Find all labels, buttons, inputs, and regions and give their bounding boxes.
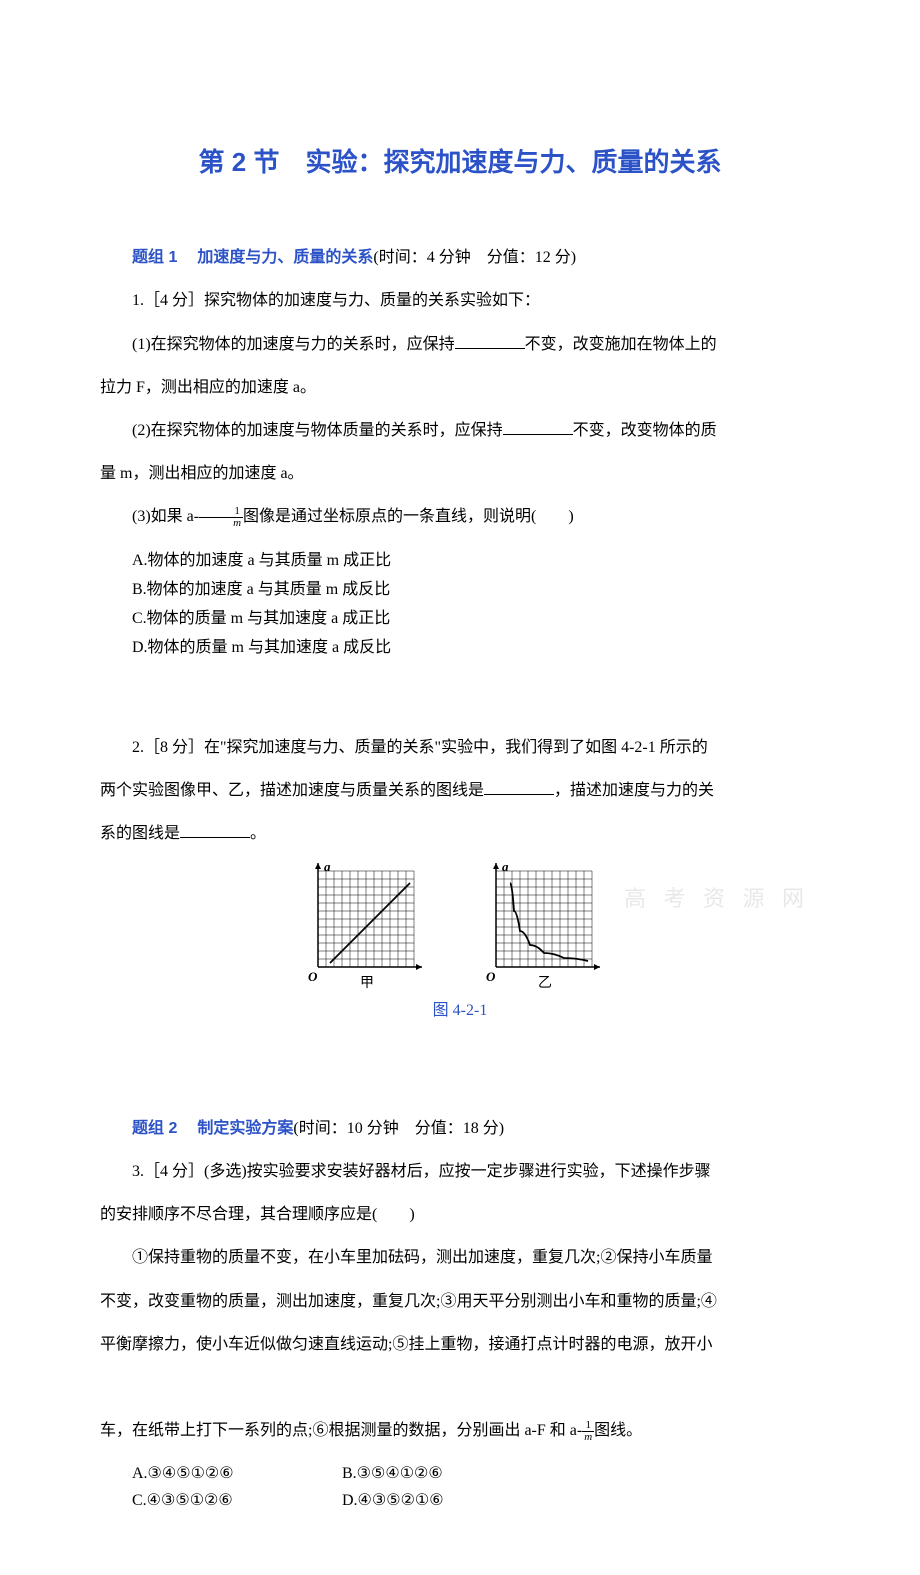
option-c[interactable]: C.物体的质量 m 与其加速度 a 成正比 [132,605,820,632]
chart-right: a O 乙 [484,863,614,993]
blank-input[interactable] [455,332,525,349]
group1-meta: (时间：4 分钟 分值：12 分) [373,249,576,266]
q1-p2b: 量 m，测出相应的加速度 a。 [100,460,820,487]
group2-header: 题组 2 制定实验方案(时间：10 分钟 分值：18 分) [100,1115,820,1142]
chart-left: a O 甲 [306,863,436,993]
fraction-icon: 1m [199,506,243,529]
group1-title [181,249,197,266]
blank-input[interactable] [503,418,573,435]
option-b[interactable]: B.③⑤④①②⑥ [342,1460,552,1487]
option-d[interactable]: D.④③⑤②①⑥ [342,1487,552,1514]
q3-body3: 平衡摩擦力，使小车近似做匀速直线运动;⑤挂上重物，接通打点计时器的电源，放开小 [100,1331,820,1358]
svg-text:a: a [502,863,509,874]
figure-caption: 图 4-2-1 [100,997,820,1024]
group1-header: 题组 1 加速度与力、质量的关系(时间：4 分钟 分值：12 分) [100,244,820,271]
q1-options: A.物体的加速度 a 与其质量 m 成正比 B.物体的加速度 a 与其质量 m … [132,547,820,662]
q2-line1: 2.［8 分］在"探究加速度与力、质量的关系"实验中，我们得到了如图 4-2-1… [100,734,820,761]
q2-line2: 两个实验图像甲、乙，描述加速度与质量关系的图线是，描述加速度与力的关 [100,777,820,804]
q2-line3: 系的图线是。 [100,820,820,847]
q1-p3: (3)如果 a-1m图像是通过坐标原点的一条直线，则说明( ) [100,503,820,530]
blank-input[interactable] [484,778,554,795]
svg-text:a: a [324,863,331,874]
svg-text:O: O [486,969,496,984]
svg-text:甲: 甲 [360,976,374,991]
option-b[interactable]: B.物体的加速度 a 与其质量 m 成反比 [132,576,820,603]
q3-body4: 车，在纸带上打下一系列的点;⑥根据测量的数据，分别画出 a-F 和 a-1m图线… [100,1417,820,1444]
option-a[interactable]: A.③④⑤①②⑥ [132,1460,342,1487]
svg-text:乙: 乙 [538,975,552,991]
q1-p1: (1)在探究物体的加速度与力的关系时，应保持不变，改变施加在物体上的 [100,331,820,358]
option-a[interactable]: A.物体的加速度 a 与其质量 m 成正比 [132,547,820,574]
svg-text:O: O [308,969,318,984]
figure-row: a O 甲 a O 乙 [100,863,820,993]
q3-body1: ①保持重物的质量不变，在小车里加砝码，测出加速度，重复几次;②保持小车质量 [100,1244,820,1271]
option-c[interactable]: C.④③⑤①②⑥ [132,1487,342,1514]
blank-input[interactable] [180,821,250,838]
q1-p1b: 拉力 F，测出相应的加速度 a。 [100,374,820,401]
q1-p2: (2)在探究物体的加速度与物体质量的关系时，应保持不变，改变物体的质 [100,417,820,444]
q3-options: A.③④⑤①②⑥ B.③⑤④①②⑥ C.④③⑤①②⑥ D.④③⑤②①⑥ [132,1460,820,1514]
q3-lead1: 3.［4 分］(多选)按实验要求安装好器材后，应按一定步骤进行实验，下述操作步骤 [100,1158,820,1185]
fraction-icon: 1m [582,1420,594,1443]
option-d[interactable]: D.物体的质量 m 与其加速度 a 成反比 [132,634,820,661]
q3-lead2: 的安排顺序不尽合理，其合理顺序应是( ) [100,1201,820,1228]
group2-meta: (时间：10 分钟 分值：18 分) [293,1120,504,1137]
q1-lead: 1.［4 分］探究物体的加速度与力、质量的关系实验如下： [100,287,820,314]
page-title: 第 2 节 实验：探究加速度与力、质量的关系 [100,140,820,184]
group2-label: 题组 2 [132,1120,177,1137]
group1-label: 题组 1 [132,249,177,266]
q3-body2: 不变，改变重物的质量，测出加速度，重复几次;③用天平分别测出小车和重物的质量;④ [100,1288,820,1315]
